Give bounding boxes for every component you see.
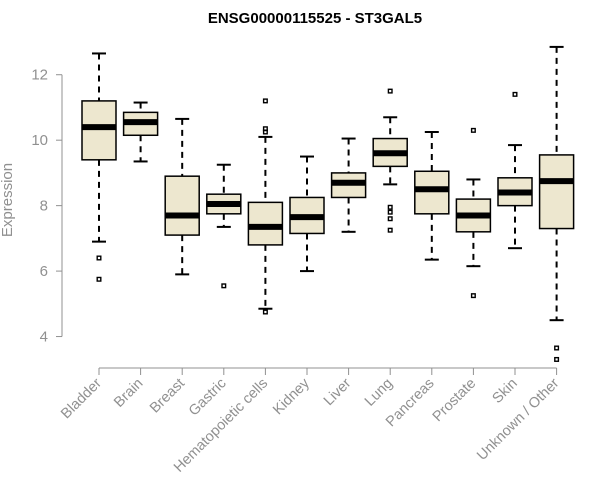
iqr-box	[538, 154, 575, 230]
y-axis: 4 6 8 10 12	[31, 67, 63, 346]
box-series	[81, 45, 575, 362]
outlier-point	[387, 88, 393, 94]
y-tick-label: 10	[31, 132, 48, 149]
outlier-point	[387, 216, 393, 222]
box-brain	[122, 101, 159, 163]
y-axis-label: Expression	[0, 163, 16, 237]
box-bladder	[81, 52, 117, 282]
outlier-point	[262, 98, 268, 104]
outlier-point	[221, 283, 227, 289]
iqr-box	[414, 170, 450, 215]
chart-title: ENSG00000115525 - ST3GAL5	[208, 10, 422, 27]
x-tick-label: Skin	[490, 376, 521, 407]
x-tick-label: Kidney	[270, 375, 313, 418]
x-tick-label: Brain	[111, 376, 146, 411]
box-kidney	[289, 155, 325, 273]
outlier-point	[554, 345, 560, 351]
iqr-box	[247, 201, 284, 246]
outlier-point	[512, 91, 518, 97]
box-prostate	[455, 127, 492, 299]
box-unknown-other	[538, 45, 575, 362]
outlier-point	[470, 293, 476, 299]
outlier-point	[470, 127, 476, 133]
x-tick-label: Lung	[362, 376, 396, 410]
x-tick-label: Liver	[321, 375, 355, 409]
outlier-point	[96, 276, 102, 282]
box-breast	[164, 117, 200, 276]
box-hematopoietic-cells	[247, 98, 284, 315]
outlier-point	[262, 309, 268, 315]
box-liver	[330, 137, 367, 233]
outlier-point	[387, 209, 393, 215]
box-lung	[372, 88, 408, 233]
iqr-box	[81, 100, 117, 161]
box-gastric	[206, 163, 242, 289]
x-tick-label: Bladder	[58, 375, 105, 422]
outlier-point	[96, 255, 102, 261]
box-pancreas	[414, 131, 450, 261]
outlier-point	[262, 129, 268, 135]
x-tick-label: Breast	[147, 376, 188, 417]
y-tick-label: 4	[40, 329, 48, 346]
y-tick-label: 8	[40, 198, 48, 215]
box-skin	[497, 91, 533, 250]
outlier-point	[554, 356, 560, 362]
iqr-box	[164, 175, 200, 236]
x-tick-label: Prostate	[430, 376, 479, 425]
y-tick-label: 6	[40, 263, 48, 280]
y-tick-label: 12	[31, 67, 48, 84]
outlier-point	[387, 204, 393, 210]
outlier-point	[387, 227, 393, 233]
